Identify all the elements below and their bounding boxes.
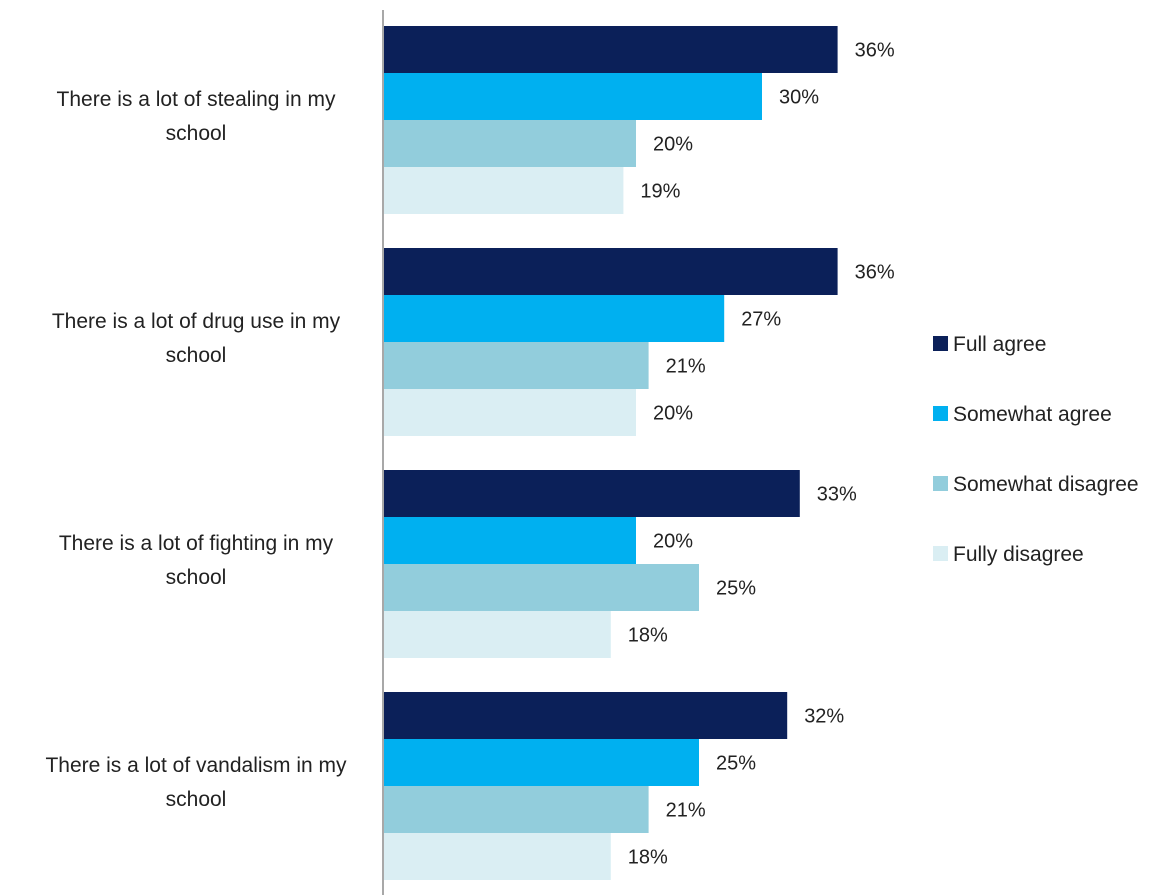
category-label-line: school bbox=[166, 122, 227, 145]
bar-somewhat-disagree-1 bbox=[384, 120, 636, 167]
legend-swatch-fully-disagree bbox=[933, 546, 948, 561]
bar-full-agree-3 bbox=[384, 470, 800, 517]
value-label-fully-disagree-1: 19% bbox=[640, 181, 680, 203]
category-label-line: school bbox=[166, 344, 227, 367]
value-label-full-agree-3: 33% bbox=[817, 484, 857, 506]
bar-fully-disagree-1 bbox=[384, 167, 624, 214]
value-label-somewhat-agree-4: 25% bbox=[716, 753, 756, 775]
legend-label-full-agree: Full agree bbox=[953, 333, 1046, 356]
bar-fully-disagree-2 bbox=[384, 389, 636, 436]
value-label-full-agree-4: 32% bbox=[804, 706, 844, 728]
value-label-full-agree-1: 36% bbox=[855, 40, 895, 62]
category-label-line: There is a lot of fighting in my bbox=[59, 532, 334, 555]
value-label-fully-disagree-3: 18% bbox=[628, 625, 668, 647]
category-label-line: school bbox=[166, 566, 227, 589]
category-label-2: There is a lot of drug use in my school bbox=[52, 310, 341, 367]
value-label-fully-disagree-2: 20% bbox=[653, 403, 693, 425]
bar-somewhat-agree-3 bbox=[384, 517, 636, 564]
value-label-somewhat-agree-1: 30% bbox=[779, 87, 819, 109]
bar-full-agree-1 bbox=[384, 26, 838, 73]
bar-somewhat-disagree-3 bbox=[384, 564, 699, 611]
bar-full-agree-2 bbox=[384, 248, 838, 295]
category-label-line: There is a lot of stealing in my bbox=[57, 88, 336, 111]
legend-swatch-somewhat-disagree bbox=[933, 476, 948, 491]
bar-fully-disagree-3 bbox=[384, 611, 611, 658]
legend-label-fully-disagree: Fully disagree bbox=[953, 543, 1084, 566]
category-label-3: There is a lot of fighting in my school bbox=[59, 532, 334, 589]
value-label-somewhat-agree-2: 27% bbox=[741, 309, 781, 331]
bar-somewhat-agree-1 bbox=[384, 73, 762, 120]
category-labels-layer: There is a lot of stealing in my schoolTh… bbox=[45, 88, 347, 811]
legend-label-somewhat-disagree: Somewhat disagree bbox=[953, 473, 1139, 496]
category-label-1: There is a lot of stealing in my school bbox=[57, 88, 336, 145]
bars-layer bbox=[384, 26, 838, 880]
value-label-fully-disagree-4: 18% bbox=[628, 847, 668, 869]
value-label-full-agree-2: 36% bbox=[855, 262, 895, 284]
legend-swatch-somewhat-agree bbox=[933, 406, 948, 421]
value-labels-layer: 36% 30% 20% 19% 36% 27% 21% 20% 33% 20% 25% 18% 32% 2… bbox=[628, 40, 895, 869]
legend-swatch-full-agree bbox=[933, 336, 948, 351]
value-label-somewhat-agree-3: 20% bbox=[653, 531, 693, 553]
bar-full-agree-4 bbox=[384, 692, 788, 739]
category-label-line: There is a lot of drug use in my bbox=[52, 310, 341, 333]
value-label-somewhat-disagree-4: 21% bbox=[666, 800, 706, 822]
value-label-somewhat-disagree-3: 25% bbox=[716, 578, 756, 600]
category-label-line: There is a lot of vandalism in my bbox=[45, 754, 347, 777]
category-label-line: school bbox=[166, 788, 227, 811]
bar-somewhat-disagree-4 bbox=[384, 786, 649, 833]
legend-label-somewhat-agree: Somewhat agree bbox=[953, 403, 1112, 426]
value-label-somewhat-disagree-2: 21% bbox=[666, 356, 706, 378]
bar-somewhat-agree-2 bbox=[384, 295, 725, 342]
value-label-somewhat-disagree-1: 20% bbox=[653, 134, 693, 156]
bar-somewhat-agree-4 bbox=[384, 739, 699, 786]
bar-fully-disagree-4 bbox=[384, 833, 611, 880]
category-label-4: There is a lot of vandalism in my school bbox=[45, 754, 347, 811]
bar-somewhat-disagree-2 bbox=[384, 342, 649, 389]
legend: Full agree Somewhat agree Somewhat disagre… bbox=[933, 333, 1139, 566]
